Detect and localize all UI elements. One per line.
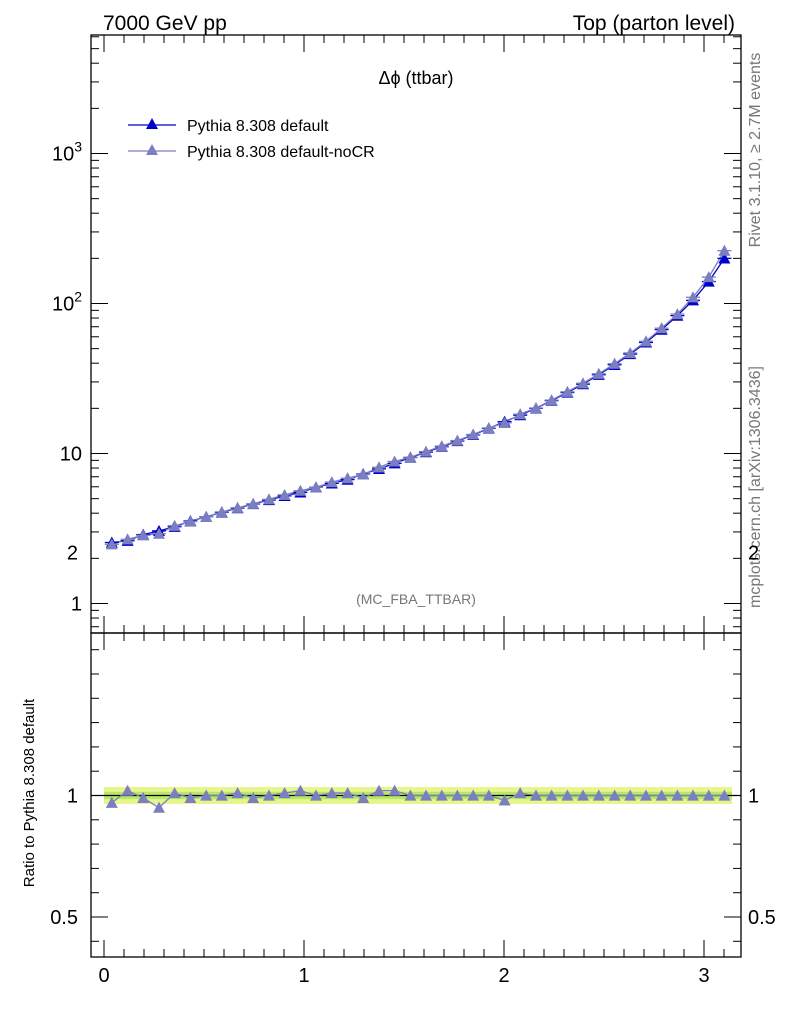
ratio-point [514,787,527,799]
ratio-point [404,789,417,801]
ratio-point [184,791,197,804]
ratio-point [655,789,668,801]
ratio-y-tick-label: 2 [67,543,78,565]
ratio-curves [105,784,731,813]
ratio-point [498,794,511,806]
chart-title: Δϕ (ttbar) [378,68,453,88]
energy-label: 7000 GeV pp [103,12,227,35]
rivet-label: Rivet 3.1.10, ≥ 2.7M events [747,53,764,248]
ratio-point [608,789,621,801]
x-tick-label: 3 [698,965,709,987]
legend-entry-default: Pythia 8.308 default [128,118,329,135]
ratio-point [624,789,637,801]
ratio-point [294,784,307,796]
ratio-point [231,787,244,799]
mcplots-label: mcplots.cern.ch [arXiv:1306.3436] [747,366,764,608]
main-panel: 1 10 102 103 Δϕ (ttbar) (MC_FBA_TTBAR) Pyth… [52,34,742,634]
ratio-point [545,789,558,801]
ratio-point [105,796,118,808]
ratio-point [592,789,605,801]
ratio-axis-ticks: 0.5 0.5 1 1 2 2 0 1 2 3 [50,543,776,988]
ratio-point [482,789,495,801]
series-line-0 [111,257,725,544]
ratio-series-line [111,789,725,809]
ratio-point [325,787,338,799]
legend-label-nocr: Pythia 8.308 default-noCR [187,144,375,161]
ratio-point [215,789,228,801]
main-y-tick-label: 10 [60,444,82,466]
ratio-point [341,787,354,799]
ratio-point [373,784,385,796]
x-tick-label: 2 [498,965,509,987]
ratio-point [640,789,652,801]
ratio-y-tick-label-right: 2 [748,543,759,565]
ratio-point [153,801,165,813]
legend-entry-nocr: Pythia 8.308 default-noCR [128,144,375,161]
ratio-point [530,789,542,801]
main-axis-ticks: 1 10 102 103 [52,35,741,633]
ratio-point [357,791,370,804]
ratio-point [702,789,715,801]
ratio-point [420,789,432,801]
analysis-label: (MC_FBA_TTBAR) [356,591,476,607]
ratio-point [718,789,731,801]
ratio-point [121,784,134,796]
x-tick-label: 0 [98,965,109,987]
legend-marker-nocr [146,144,158,155]
ratio-panel: 0.5 0.5 1 1 2 2 0 1 2 3 Ratio to Pythia 8.308 def… [21,543,776,988]
ratio-point [263,789,275,801]
ratio-point [435,789,448,801]
ratio-y-tick-label-right: 0.5 [748,907,776,929]
ratio-point [310,789,322,801]
x-tick-label: 1 [298,965,309,987]
ratio-point [451,789,464,801]
ratio-point [247,791,260,804]
main-markers [104,244,732,550]
ratio-y-tick-label-right: 1 [748,786,759,808]
ratio-point [561,789,574,801]
series-line-1 [111,250,725,545]
ratio-y-tick-label: 0.5 [50,907,78,929]
legend-label-default: Pythia 8.308 default [187,118,329,135]
main-y-tick-label: 102 [52,289,82,316]
legend: Pythia 8.308 default Pythia 8.308 defaul… [128,118,375,161]
ratio-point [388,784,401,796]
ratio-point [577,789,589,801]
ratio-point [168,787,181,799]
main-y-tick-label: 103 [52,139,82,166]
ratio-point [278,787,291,799]
main-curves [111,250,725,545]
ratio-point [687,789,699,801]
legend-marker-default [146,118,158,129]
ratio-point [671,789,684,801]
ratio-y-axis-label: Ratio to Pythia 8.308 default [21,698,38,887]
ratio-point [467,789,480,801]
ratio-y-tick-label: 1 [67,786,78,808]
main-y-tick-label: 1 [71,594,82,616]
process-label: Top (parton level) [573,12,735,35]
ratio-point [137,791,150,804]
ratio-point [200,789,213,801]
